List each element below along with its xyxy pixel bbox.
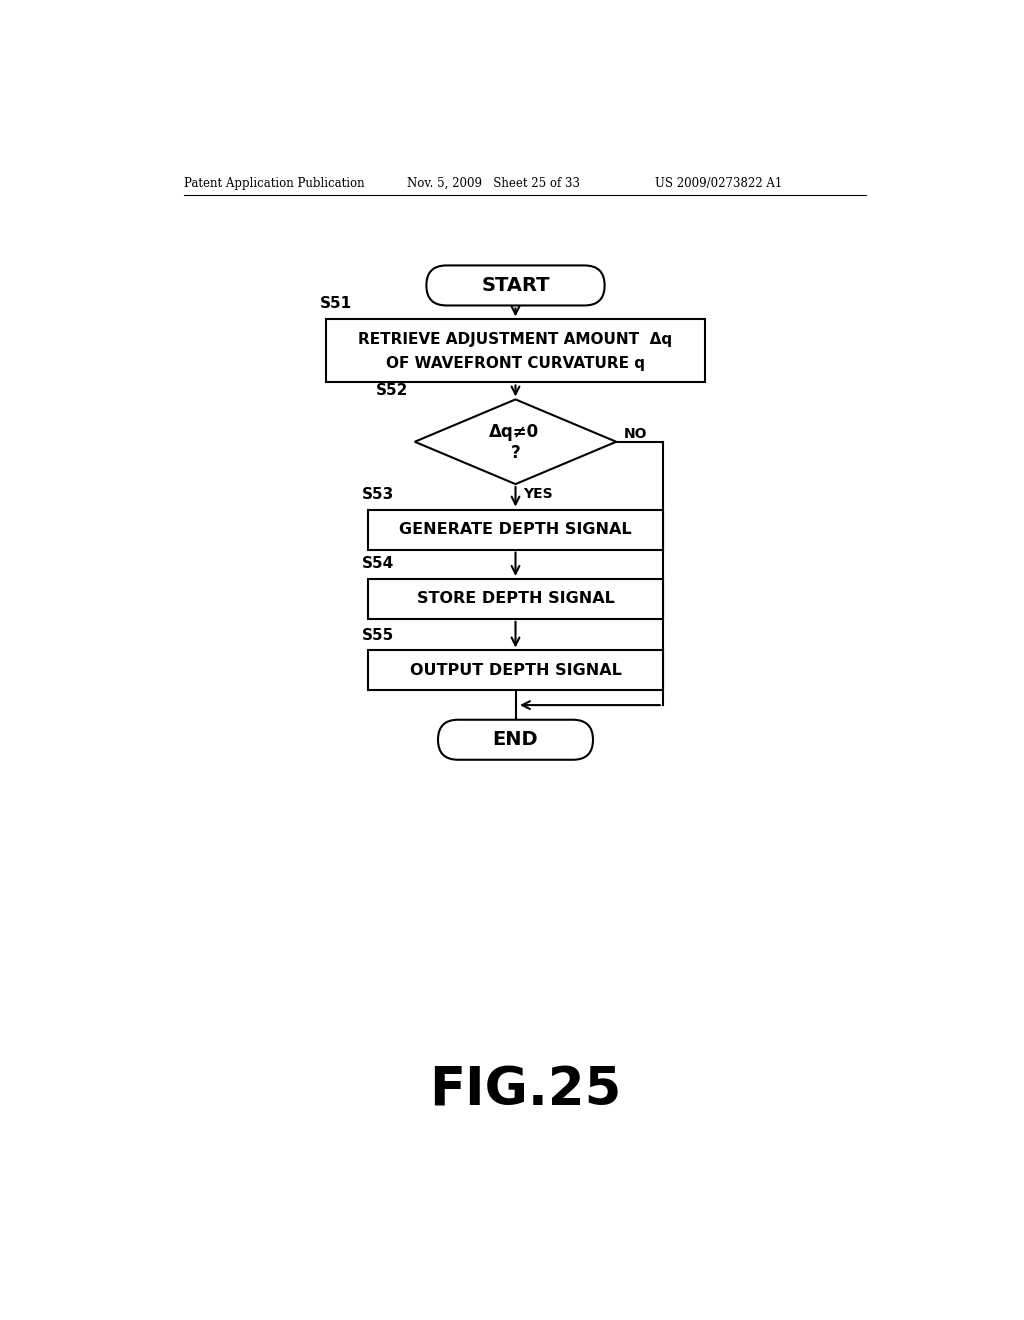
FancyBboxPatch shape [438,719,593,760]
Text: Δq≠0: Δq≠0 [488,422,539,441]
Text: YES: YES [523,487,553,502]
Text: FIG.25: FIG.25 [429,1064,621,1117]
Text: OF WAVEFRONT CURVATURE q: OF WAVEFRONT CURVATURE q [386,356,645,371]
Text: S53: S53 [362,487,394,502]
Bar [369,579,663,619]
FancyBboxPatch shape [426,265,604,305]
Text: NO: NO [624,428,647,441]
Text: START: START [481,276,550,294]
Text: RETRIEVE ADJUSTMENT AMOUNT  Δq: RETRIEVE ADJUSTMENT AMOUNT Δq [358,331,673,347]
Text: ?: ? [511,445,520,462]
Bar [369,510,663,549]
Text: US 2009/0273822 A1: US 2009/0273822 A1 [655,177,782,190]
Text: STORE DEPTH SIGNAL: STORE DEPTH SIGNAL [417,591,614,606]
Text: GENERATE DEPTH SIGNAL: GENERATE DEPTH SIGNAL [399,521,632,537]
Text: OUTPUT DEPTH SIGNAL: OUTPUT DEPTH SIGNAL [410,663,622,678]
Polygon shape [415,400,616,484]
Bar [369,651,663,690]
Text: END: END [493,730,539,750]
Bar [326,319,706,383]
Text: S52: S52 [376,383,409,397]
Text: S55: S55 [362,627,394,643]
Text: S54: S54 [362,556,394,572]
Text: Patent Application Publication: Patent Application Publication [183,177,365,190]
Text: S51: S51 [319,297,351,312]
Text: Nov. 5, 2009   Sheet 25 of 33: Nov. 5, 2009 Sheet 25 of 33 [407,177,580,190]
